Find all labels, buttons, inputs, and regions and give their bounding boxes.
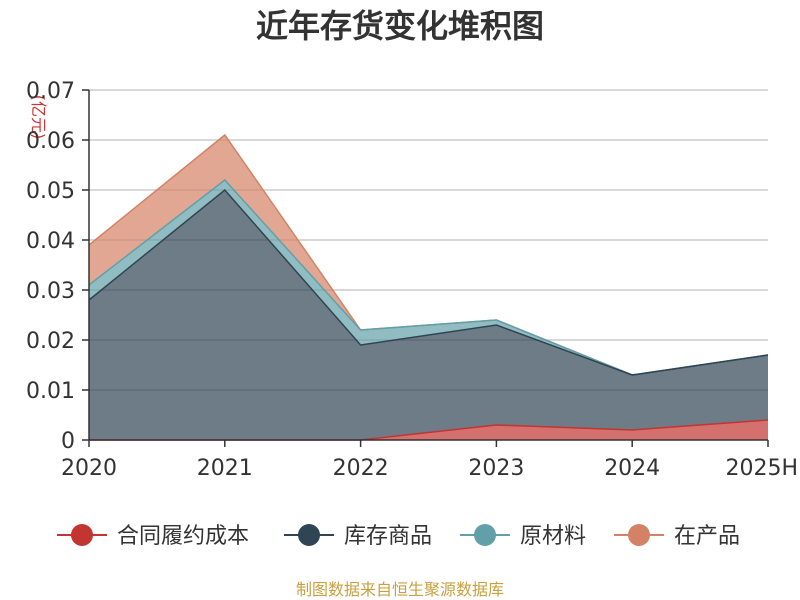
x-tick-labels: 2020 2021 2022 2023 2024 2025H [61,440,798,481]
x-tick-label: 2020 [61,456,117,481]
y-tick-label: 0.02 [26,329,75,354]
y-tick-label: 0.01 [26,379,75,404]
legend-item[interactable]: 在产品 [614,524,740,549]
legend[interactable]: 合同履约成本 库存商品 原材料 在产品 [57,524,740,549]
y-tick-label: 0.03 [26,279,75,304]
y-tick-label: 0.04 [26,229,75,254]
legend-label: 在产品 [674,524,740,549]
legend-marker [628,524,650,546]
axes [88,90,768,441]
series-area [89,135,768,375]
stacked-areas [88,133,769,441]
legend-item[interactable]: 库存商品 [284,524,432,549]
legend-item[interactable]: 原材料 [460,524,586,549]
y-tick-label: 0 [61,429,75,454]
y-tick-labels: 0 0.01 0.02 0.03 0.04 0.05 0.06 0.07 [26,79,75,454]
x-tick-label: 2021 [197,456,253,481]
legend-marker [71,524,93,546]
legend-marker [298,524,320,546]
legend-item[interactable]: 合同履约成本 [57,524,249,549]
y-axis-unit-label: (亿元) [29,95,48,140]
legend-marker [474,524,496,546]
x-tick-label: 2022 [333,456,389,481]
data-source-note: 制图数据来自恒生聚源数据库 [296,580,504,599]
legend-label: 原材料 [520,524,586,549]
series-area [89,420,768,440]
y-tick-label: 0.07 [26,79,75,104]
series-area [89,190,768,440]
x-tick-label: 2023 [468,456,524,481]
chart-title: 近年存货变化堆积图 [256,7,544,45]
x-tick-label: 2024 [604,456,660,481]
y-tick-label: 0.05 [26,179,75,204]
legend-label: 库存商品 [344,524,432,549]
x-tick-label: 2025H [725,456,798,481]
legend-label: 合同履约成本 [117,524,249,549]
series-line [88,188,769,376]
y-tick-label: 0.06 [26,129,75,154]
